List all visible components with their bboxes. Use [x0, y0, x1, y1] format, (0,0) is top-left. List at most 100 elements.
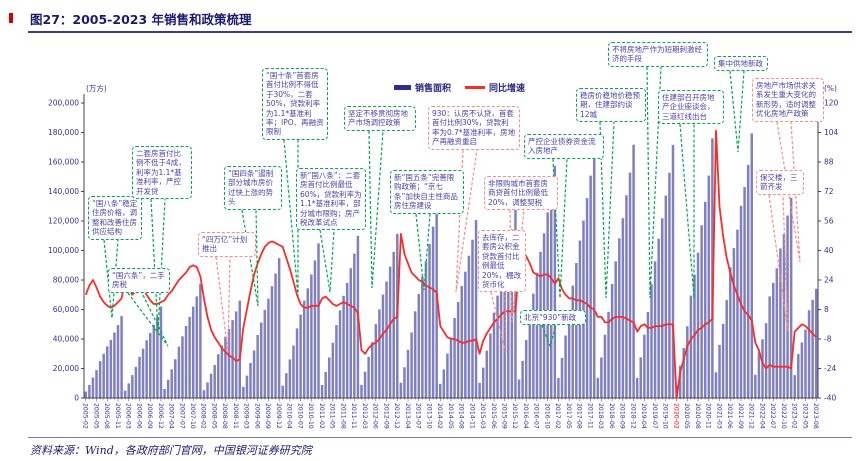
x-axis-label: 2008-02 [200, 403, 207, 429]
sales-area-bar [610, 284, 614, 398]
sales-area-bar [700, 225, 703, 398]
policy-annotation: 930：认房不认贷，首套首付比例30%，贷款利率为0.7*基准利率，房地产再融资… [428, 106, 520, 150]
sales-area-bar [757, 352, 761, 398]
sales-area-bar [331, 342, 335, 398]
sales-area-bar [120, 316, 123, 398]
sales-area-bar [811, 299, 814, 398]
sales-area-bar [431, 226, 435, 398]
x-axis-label: 2007-04 [168, 403, 175, 429]
policy-annotation: 房地产市场供求关系发生重大变化的新形势，适时调整优化房地产政策 [752, 78, 824, 122]
x-axis-label: 2020-08 [694, 403, 701, 429]
sales-area-bar [800, 342, 804, 398]
chart-area: 0 20,000 40,000 60,000 80,000 100,000 120,000 1… [0, 34, 856, 436]
sales-area-bar [764, 323, 768, 398]
sales-area-bar [478, 382, 481, 398]
policy-annotation: 稳房价稳地价稳预期，住建部约谈12城 [576, 88, 646, 123]
x-axis-label: 2020-02 [672, 403, 679, 429]
sales-area-bar [191, 306, 195, 398]
sales-area-bar [771, 282, 775, 398]
sales-area-bar [786, 215, 789, 398]
sales-area-bar [288, 359, 292, 398]
sales-area-bar [603, 334, 607, 398]
policy-annotation: 新“国八条”：二套房首付比例最低60%，贷款利率为1.1*基准利率，部分城市限购… [296, 168, 366, 231]
x-axis-label: 2021-12 [748, 403, 755, 429]
annotation-leader-line [127, 292, 169, 347]
sales-area-bar [560, 358, 564, 398]
sales-area-bar [768, 296, 771, 398]
sales-area-bar [707, 175, 711, 398]
x-axis-label: 2011-02 [318, 403, 325, 429]
sales-area-bar [689, 295, 693, 398]
x-axis-label: 2011-11 [350, 403, 357, 429]
x-axis-label: 2006-06 [135, 403, 142, 429]
sales-area-bar [614, 261, 617, 398]
sales-area-bar [378, 309, 381, 398]
sales-area-bar [403, 367, 406, 398]
sales-area-bar [661, 218, 664, 398]
left-axis-label: 0 [74, 394, 79, 403]
right-axis-label: -40 [824, 394, 836, 403]
sales-area-bar [302, 300, 306, 398]
legend-item-yoy-growth: 同比增速 [465, 81, 525, 94]
sales-area-bar [127, 383, 131, 398]
sales-area-bar [721, 323, 725, 398]
sales-area-bar [335, 325, 338, 398]
sales-area-bar [521, 360, 524, 398]
sales-area-bar [392, 251, 395, 398]
sales-area-bar [696, 252, 700, 398]
x-axis-label: 2008-11 [232, 403, 239, 429]
sales-area-bar [464, 271, 467, 398]
x-axis-label: 2022-07 [769, 403, 776, 429]
policy-annotation: 坚定不移贯彻房地产市场调控政策 [344, 106, 416, 131]
x-axis-label: 2009-09 [264, 403, 271, 429]
sales-area-bar [220, 345, 224, 398]
sales-area-bar [567, 313, 571, 398]
x-axis-label: 2015-03 [479, 403, 486, 429]
sales-area-bar [259, 322, 263, 398]
sales-area-bar [589, 175, 592, 398]
x-axis-label: 2009-06 [254, 403, 261, 429]
x-axis-label: 2012-12 [393, 403, 400, 429]
sales-area-bar [703, 201, 707, 398]
sales-area-bar [761, 339, 764, 398]
sales-area-bar [177, 346, 181, 398]
annotation-leader-line [541, 324, 557, 348]
sales-area-bar [91, 377, 95, 398]
sales-area-bar [507, 246, 510, 398]
sales-area-bar [524, 340, 528, 398]
sales-area-bar [657, 238, 660, 398]
sales-area-bar [238, 300, 241, 398]
sales-area-bar [95, 370, 98, 398]
policy-annotation: 集中供地新政 [714, 56, 768, 72]
x-axis-label: 2018-06 [608, 403, 615, 429]
left-axis-label: 60,000 [53, 305, 79, 314]
sales-area-bar [417, 294, 421, 398]
sales-area-bar [582, 220, 585, 398]
sales-area-bar [517, 379, 521, 398]
sales-area-bar [170, 369, 173, 398]
policy-annotation: 二套房首付比例不低于4成，利率为1.1*基准利率，严控开发贷 [132, 146, 192, 199]
left-axis-label: 200,000 [48, 99, 79, 108]
x-axis-label: 2022-10 [780, 403, 787, 429]
sales-area-bar [406, 349, 410, 398]
x-axis-label: 2016-10 [544, 403, 551, 429]
sales-area-bar [270, 286, 274, 398]
policy-annotation: “国六条”，二手房税 [108, 268, 170, 293]
sales-area-bar [152, 324, 156, 398]
policy-annotation: 北京“930”新政 [520, 310, 586, 326]
sales-area-bar [224, 336, 227, 398]
sales-area-bar [306, 288, 310, 398]
sales-area-bar [743, 187, 746, 398]
sales-area-bar [385, 281, 388, 398]
sales-area-bar [256, 335, 259, 398]
sales-area-bar [496, 295, 499, 398]
sales-area-bar [535, 272, 539, 398]
left-axis-label: 160,000 [48, 158, 79, 167]
sales-area-bar [775, 268, 779, 398]
source-note: 资料来源：Wind，各政府部门官网，中国银河证券研究院 [30, 444, 312, 457]
policy-annotation: 非限购城市首套房商贷首付比例最低20%，调整契税 [484, 176, 558, 211]
sales-area-bar [252, 350, 256, 398]
annotation-leader-line [490, 291, 507, 355]
x-axis-label: 2015-09 [501, 403, 508, 429]
x-axis-label: 2018-12 [629, 403, 636, 429]
